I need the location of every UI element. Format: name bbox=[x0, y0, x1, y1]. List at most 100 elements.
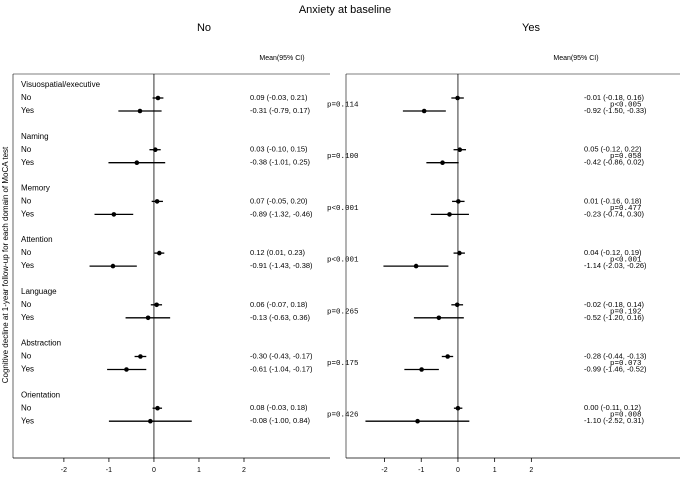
domain-label: Language bbox=[21, 287, 57, 296]
x-tick-label: 0 bbox=[152, 467, 156, 474]
p-value-label: p<0.001 bbox=[327, 205, 359, 213]
estimate-label: -0.38 (-1.01, 0.25) bbox=[250, 158, 311, 167]
row-label: No bbox=[21, 300, 32, 309]
estimate-label: 0.12 (0.01, 0.23) bbox=[250, 248, 306, 257]
y-axis-label: Cognitive decline at 1-year follow-up fo… bbox=[1, 146, 10, 383]
x-tick-label: 0 bbox=[456, 467, 460, 474]
estimate-label: 0.09 (-0.03, 0.21) bbox=[250, 93, 308, 102]
point-estimate bbox=[456, 199, 461, 204]
x-tick-label: -2 bbox=[61, 467, 67, 474]
estimate-label: 0.03 (-0.10, 0.15) bbox=[250, 145, 308, 154]
estimate-label: -0.99 (-1.46, -0.52) bbox=[584, 364, 647, 373]
point-estimate bbox=[152, 147, 158, 152]
p-value-label: p<0.001 bbox=[610, 257, 642, 265]
p-value-label: p<0.005 bbox=[610, 101, 642, 109]
p-value-label: p=0.100 bbox=[327, 153, 359, 161]
point-estimate bbox=[155, 95, 161, 101]
point-estimate bbox=[415, 418, 420, 424]
point-estimate bbox=[110, 263, 116, 269]
p-value-label: p=0.058 bbox=[610, 153, 642, 161]
point-estimate bbox=[455, 95, 460, 101]
x-tick-label: 1 bbox=[493, 467, 497, 474]
estimate-label: -0.91 (-1.43, -0.38) bbox=[250, 261, 313, 270]
row-label: No bbox=[21, 197, 32, 206]
point-estimate bbox=[457, 147, 463, 152]
point-estimate bbox=[145, 315, 151, 321]
row-label: Yes bbox=[21, 106, 34, 115]
x-tick-label: -1 bbox=[418, 467, 424, 474]
estimate-label: -1.14 (-2.03, -0.26) bbox=[584, 261, 647, 270]
x-tick-label: 2 bbox=[242, 467, 246, 474]
p-value-label: p=0.192 bbox=[610, 308, 642, 316]
estimate-label: 0.04 (-0.12, 0.19) bbox=[584, 248, 642, 257]
point-estimate bbox=[421, 108, 427, 114]
p-value-label: p=0.426 bbox=[327, 412, 359, 420]
estimate-label: -0.30 (-0.43, -0.17) bbox=[250, 351, 313, 360]
row-label: No bbox=[21, 145, 32, 154]
point-estimate bbox=[154, 302, 159, 308]
estimate-label: -0.13 (-0.63, 0.36) bbox=[250, 313, 311, 322]
estimate-label: -0.52 (-1.20, 0.16) bbox=[584, 313, 645, 322]
estimate-label: 0.07 (-0.05, 0.20) bbox=[250, 196, 308, 205]
point-estimate bbox=[154, 199, 160, 204]
row-label: Yes bbox=[21, 158, 34, 167]
estimate-label: -0.89 (-1.32, -0.46) bbox=[250, 209, 313, 218]
estimate-label: -0.61 (-1.04, -0.17) bbox=[250, 364, 313, 373]
point-estimate bbox=[419, 367, 424, 372]
point-estimate bbox=[455, 405, 461, 411]
domain-label: Visuospatial/executive bbox=[21, 80, 101, 89]
domain-label: Naming bbox=[21, 132, 49, 141]
column-header: Mean(95% CI) bbox=[553, 55, 598, 62]
point-estimate bbox=[436, 315, 442, 321]
point-estimate bbox=[157, 250, 162, 256]
x-tick-label: -1 bbox=[106, 467, 112, 474]
domain-label: Memory bbox=[21, 184, 50, 193]
x-tick-label: 2 bbox=[529, 467, 533, 474]
estimate-label: -0.31 (-0.79, 0.17) bbox=[250, 106, 311, 115]
point-estimate bbox=[457, 250, 462, 256]
estimate-label: -1.10 (-2.52, 0.31) bbox=[584, 416, 645, 425]
row-label: Yes bbox=[21, 261, 34, 270]
p-value-label: p=0.114 bbox=[327, 101, 359, 109]
point-estimate bbox=[111, 212, 117, 217]
estimate-label: -0.92 (-1.50, -0.33) bbox=[584, 106, 647, 115]
p-value-label: p<0.001 bbox=[327, 257, 359, 265]
estimate-label: -0.23 (-0.74, 0.30) bbox=[584, 209, 645, 218]
p-value-label: p=0.175 bbox=[327, 360, 359, 368]
p-value-label: p=0.477 bbox=[610, 205, 642, 213]
estimate-label: -0.01 (-0.18, 0.16) bbox=[584, 93, 645, 102]
estimate-label: 0.06 (-0.07, 0.18) bbox=[250, 300, 308, 309]
point-estimate bbox=[148, 418, 153, 424]
point-estimate bbox=[124, 367, 129, 372]
estimate-label: 0.01 (-0.16, 0.18) bbox=[584, 196, 642, 205]
point-estimate bbox=[447, 212, 452, 217]
row-label: No bbox=[21, 248, 32, 257]
estimate-label: -0.42 (-0.86, 0.02) bbox=[584, 158, 645, 167]
row-label: No bbox=[21, 352, 32, 361]
point-estimate bbox=[134, 160, 140, 165]
chart-title: Anxiety at baseline bbox=[299, 4, 391, 16]
point-estimate bbox=[445, 354, 450, 359]
point-estimate bbox=[155, 405, 160, 411]
row-label: Yes bbox=[21, 210, 34, 219]
panel-title: No bbox=[197, 22, 211, 34]
row-label: No bbox=[21, 93, 32, 102]
row-label: Yes bbox=[21, 416, 34, 425]
point-estimate bbox=[138, 354, 143, 359]
panel-title: Yes bbox=[522, 22, 540, 34]
row-label: Yes bbox=[21, 313, 34, 322]
estimate-label: 0.00 (-0.11, 0.12) bbox=[584, 403, 641, 412]
x-tick-label: 1 bbox=[197, 467, 201, 474]
row-label: Yes bbox=[21, 365, 34, 374]
point-estimate bbox=[454, 302, 460, 308]
p-value-label: p=0.265 bbox=[327, 308, 359, 316]
x-tick-label: -2 bbox=[381, 467, 387, 474]
estimate-label: 0.08 (-0.03, 0.18) bbox=[250, 403, 308, 412]
row-label: No bbox=[21, 403, 32, 412]
domain-label: Abstraction bbox=[21, 339, 61, 348]
domain-label: Attention bbox=[21, 235, 53, 244]
point-estimate bbox=[137, 108, 143, 114]
estimate-label: -0.02 (-0.18, 0.14) bbox=[584, 300, 645, 309]
